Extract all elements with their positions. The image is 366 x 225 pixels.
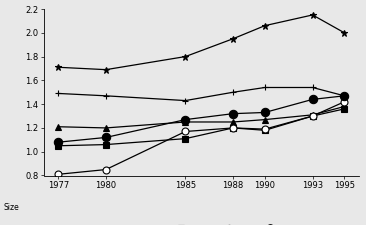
Text: Size: Size [4, 202, 19, 211]
